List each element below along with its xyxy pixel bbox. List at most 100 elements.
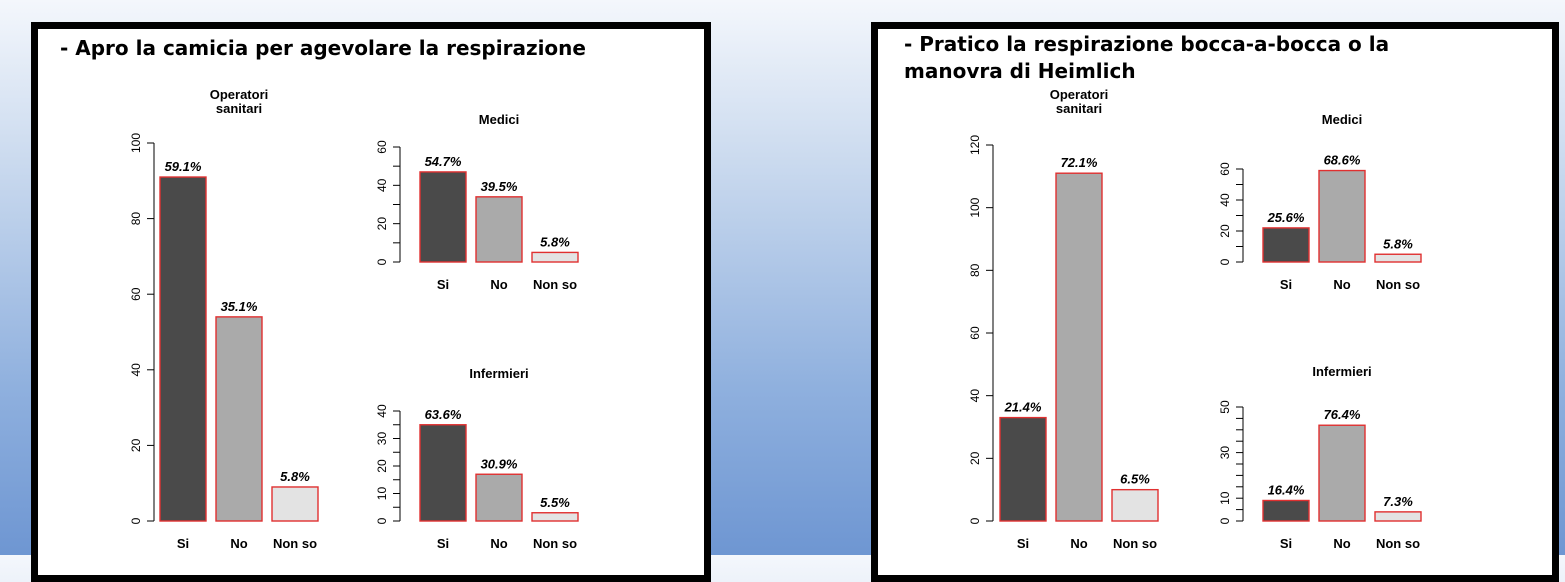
bar-value-label: 35.1% — [221, 299, 258, 314]
right-charts: Operatori sanitari02040608010012021.4%Si7… — [968, 87, 1422, 551]
y-tick-label: 20 — [375, 459, 389, 473]
chart-title-line: Medici — [479, 112, 519, 127]
y-tick-label: 30 — [1218, 446, 1232, 460]
y-tick-label: 80 — [129, 212, 143, 226]
bar-value-label: 5.8% — [280, 469, 310, 484]
x-category-label: No — [490, 277, 507, 292]
y-tick-label: 0 — [968, 517, 982, 524]
y-tick-label: 10 — [375, 487, 389, 501]
chart-title: Infermieri — [1312, 364, 1371, 379]
bar-value-label: 68.6% — [1324, 153, 1361, 168]
y-tick-label: 0 — [1218, 258, 1232, 265]
y-tick-label: 60 — [375, 140, 389, 154]
bar-chart-2: Infermieri 0 10 20 30 40 63.6% Si 30.9% No 5.5% Non… — [375, 366, 579, 551]
bar-no — [475, 196, 523, 263]
y-tick-label: 0 — [375, 517, 389, 524]
bar-value-label: 16.4% — [1268, 482, 1305, 497]
chart-title-line: Infermieri — [469, 366, 528, 381]
y-tick-label: 120 — [968, 135, 982, 155]
y-tick-label: 30 — [375, 432, 389, 446]
chart-title-line: sanitari — [1056, 101, 1102, 116]
bar-value-label: 54.7% — [425, 154, 462, 169]
bar-non-so — [1374, 253, 1422, 263]
bar-value-label: 63.6% — [425, 407, 462, 422]
right-chart-panel: - Pratico la respirazione bocca-a-bocca … — [871, 22, 1559, 582]
y-tick-label: 0 — [375, 258, 389, 265]
bar-chart-0: Operatori sanitari 0 20 40 60 80 100 120 21.4% Si 7… — [968, 87, 1159, 551]
x-category-label: Si — [1280, 536, 1292, 551]
y-tick-label: 20 — [968, 451, 982, 465]
bar-no — [475, 473, 523, 522]
y-tick-label: 0 — [129, 517, 143, 524]
bar-value-label: 5.8% — [1383, 236, 1413, 251]
bar-value-label: 7.3% — [1383, 494, 1413, 509]
chart-title-line: Infermieri — [1312, 364, 1371, 379]
chart-title: Infermieri — [469, 366, 528, 381]
bar-value-label: 72.1% — [1061, 155, 1098, 170]
bar-si — [1262, 499, 1310, 522]
y-tick-label: 50 — [1218, 400, 1232, 414]
y-tick-label: 40 — [375, 404, 389, 418]
bar-chart-0: Operatori sanitari 0 20 40 60 80 100 59.1% Si 35.1… — [129, 87, 319, 551]
chart-title-line: sanitari — [216, 101, 262, 116]
x-category-label: Si — [1017, 536, 1029, 551]
x-category-label: Si — [437, 277, 449, 292]
bar-value-label: 30.9% — [481, 456, 518, 471]
y-tick-label: 20 — [129, 438, 143, 452]
x-category-label: Si — [177, 536, 189, 551]
chart-title-line: Medici — [1322, 112, 1362, 127]
bar-value-label: 5.8% — [540, 234, 570, 249]
bar-value-label: 6.5% — [1120, 472, 1150, 487]
x-category-label: Non so — [1376, 536, 1420, 551]
bar-si — [419, 424, 467, 522]
bar-chart-1: Medici 0 20 40 60 25.6% Si 68.6% No 5.8% Non so — [1218, 112, 1422, 292]
bar-no — [1318, 424, 1366, 522]
left-chart-panel: - Apro la camicia per agevolare la respi… — [31, 22, 711, 582]
bar-si — [419, 171, 467, 263]
panel-title: - Apro la camicia per agevolare la respi… — [60, 36, 586, 60]
x-category-label: Non so — [533, 536, 577, 551]
y-tick-label: 100 — [129, 133, 143, 153]
bar-value-label: 5.5% — [540, 495, 570, 510]
x-category-label: No — [1333, 536, 1350, 551]
bar-si — [159, 176, 207, 522]
x-category-label: Si — [1280, 277, 1292, 292]
y-tick-label: 100 — [968, 197, 982, 217]
y-tick-label: 20 — [375, 217, 389, 231]
bar-non-so — [531, 251, 579, 263]
y-tick-label: 40 — [968, 389, 982, 403]
bar-non-so — [1374, 511, 1422, 522]
bar-no — [215, 316, 263, 522]
bar-non-so — [531, 512, 579, 522]
chart-title: Medici — [1322, 112, 1362, 127]
x-category-label: Non so — [273, 536, 317, 551]
bar-si — [1262, 227, 1310, 263]
x-category-label: No — [230, 536, 247, 551]
chart-title-line: Operatori — [1050, 87, 1109, 102]
y-tick-label: 10 — [1218, 491, 1232, 505]
bar-chart-1: Medici 0 20 40 60 54.7% Si 39.5% No 5.8% Non so — [375, 112, 579, 292]
y-tick-label: 40 — [129, 363, 143, 377]
chart-title: Medici — [479, 112, 519, 127]
bar-si — [999, 416, 1047, 522]
y-tick-label: 20 — [1218, 224, 1232, 238]
y-tick-label: 80 — [968, 263, 982, 277]
panel-title: - Pratico la respirazione bocca-a-bocca … — [904, 32, 1390, 83]
bar-non-so — [271, 486, 319, 522]
y-tick-label: 40 — [1218, 193, 1232, 207]
x-category-label: Si — [437, 536, 449, 551]
y-tick-label: 0 — [1218, 517, 1232, 524]
bar-no — [1318, 169, 1366, 263]
x-category-label: Non so — [533, 277, 577, 292]
chart-title: Operatori sanitari — [1050, 87, 1109, 116]
y-tick-label: 60 — [1218, 162, 1232, 176]
bar-value-label: 39.5% — [481, 179, 518, 194]
x-category-label: Non so — [1376, 277, 1420, 292]
bar-chart-2: Infermieri 0 10 30 50 16.4% Si 76.4% No 7.3% Non s… — [1218, 364, 1422, 551]
bar-value-label: 25.6% — [1267, 210, 1305, 225]
bar-no — [1055, 172, 1103, 522]
chart-title-line: Operatori — [210, 87, 269, 102]
left-charts: Operatori sanitari02040608010059.1%Si35.1… — [129, 87, 579, 551]
y-tick-label: 60 — [968, 326, 982, 340]
x-category-label: Non so — [1113, 536, 1157, 551]
